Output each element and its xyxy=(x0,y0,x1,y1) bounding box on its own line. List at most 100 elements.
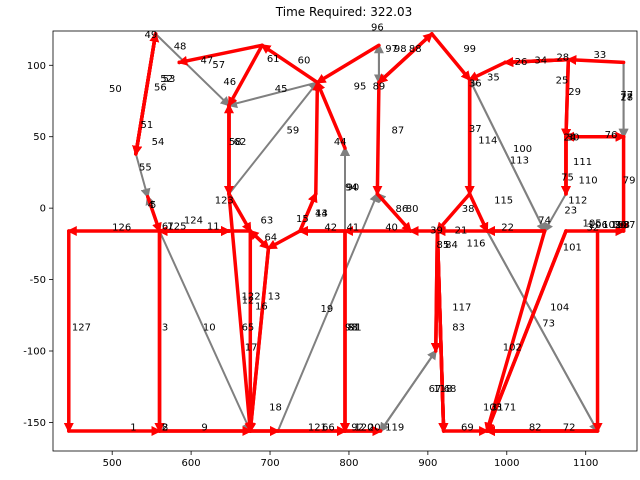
edge-label-123: 123 xyxy=(215,196,234,207)
edge-label-102: 102 xyxy=(503,343,522,354)
edge-label-45: 45 xyxy=(275,84,288,95)
edge-label-114: 114 xyxy=(478,136,497,147)
plot-frame xyxy=(52,30,638,452)
edge-label-96: 96 xyxy=(371,23,384,34)
route-edge-65 xyxy=(227,192,255,433)
edge-label-40: 40 xyxy=(385,223,398,234)
x-tick-label: 1100 xyxy=(573,458,598,469)
connector-edge-59 xyxy=(227,80,319,195)
route-edge-60 xyxy=(260,43,320,85)
edge-label-34: 34 xyxy=(534,56,547,67)
route-edge-33 xyxy=(566,54,626,65)
edge-label-67: 67 xyxy=(429,384,442,395)
edge-label-37: 37 xyxy=(469,124,482,135)
route-edge-99 xyxy=(430,32,472,82)
edge-label-32: 32 xyxy=(586,223,599,234)
edge-label-5: 5 xyxy=(150,200,156,211)
edge-label-61: 61 xyxy=(267,54,280,65)
route-edge-47 xyxy=(177,43,264,66)
connector-edge-19 xyxy=(276,192,379,432)
route-edge-61 xyxy=(227,43,264,108)
edge-label-1: 1 xyxy=(130,423,136,434)
edge-label-6: 6 xyxy=(162,221,168,232)
edge-label-26: 26 xyxy=(515,57,528,68)
edge-label-110: 110 xyxy=(579,176,598,187)
edge-label-100: 100 xyxy=(513,144,532,155)
route-edge-118 xyxy=(430,229,441,353)
route-edge-34 xyxy=(503,57,571,68)
edge-label-14: 14 xyxy=(315,208,328,219)
edge-label-104: 104 xyxy=(550,303,569,314)
x-tick-label: 500 xyxy=(103,458,122,469)
edge-label-11: 11 xyxy=(207,221,220,232)
edge-label-98: 98 xyxy=(394,44,407,55)
edge-label-103: 103 xyxy=(483,403,502,414)
edge-label-69: 69 xyxy=(461,423,474,434)
edge-label-76: 76 xyxy=(605,130,618,141)
edge-label-115: 115 xyxy=(494,196,513,207)
edge-label-50: 50 xyxy=(109,84,122,95)
edge-label-12: 12 xyxy=(242,296,255,307)
connector-edge-48 xyxy=(154,32,231,107)
edge-label-89: 89 xyxy=(373,81,386,92)
chart-title: Time Required: 322.03 xyxy=(275,5,412,19)
route-edge-122 xyxy=(246,246,271,433)
x-tick-label: 600 xyxy=(182,458,201,469)
edge-label-48: 48 xyxy=(174,41,187,52)
edge-label-71: 71 xyxy=(504,403,517,414)
route-edge-64 xyxy=(248,229,271,250)
route-edge-96 xyxy=(315,43,381,85)
y-tick-label: -50 xyxy=(30,275,46,286)
edge-label-101: 101 xyxy=(563,243,582,254)
edge-label-33: 33 xyxy=(594,50,607,61)
route-edge-35 xyxy=(467,60,507,82)
edge-label-126: 126 xyxy=(112,223,131,234)
edge-label-84: 84 xyxy=(445,240,458,251)
edge-label-85: 85 xyxy=(436,240,449,251)
edge-label-22: 22 xyxy=(501,223,514,234)
edge-label-58: 58 xyxy=(229,137,242,148)
edge-label-119: 119 xyxy=(385,423,404,434)
edge-label-54: 54 xyxy=(152,137,165,148)
edge-label-117: 117 xyxy=(452,303,471,314)
edge-label-122: 122 xyxy=(242,291,261,302)
edge-label-97: 97 xyxy=(385,44,398,55)
route-edge-13 xyxy=(266,229,302,250)
edge-label-118: 118 xyxy=(433,384,452,395)
route-edge-5 xyxy=(145,194,162,233)
route-edge-86 xyxy=(375,192,413,233)
edge-label-51: 51 xyxy=(141,120,154,131)
edge-label-75: 75 xyxy=(561,173,574,184)
route-edge-87 xyxy=(372,80,383,196)
edge-label-18: 18 xyxy=(269,403,282,414)
edge-label-20: 20 xyxy=(368,423,381,434)
edge-label-21: 21 xyxy=(455,226,468,237)
edge-label-94: 94 xyxy=(345,183,358,194)
edge-label-47: 47 xyxy=(201,56,214,67)
route-edge-29 xyxy=(561,57,572,139)
connector-edge-73 xyxy=(486,230,599,433)
edge-label-66: 66 xyxy=(322,423,335,434)
route-edge-38 xyxy=(435,192,472,233)
route-edge-43 xyxy=(298,192,318,233)
route-edge-102 xyxy=(484,229,547,433)
route-edge-98 xyxy=(377,32,434,85)
edge-label-13: 13 xyxy=(268,291,281,302)
edge-label-83: 83 xyxy=(452,323,465,334)
edge-label-31: 31 xyxy=(491,403,504,414)
edge-label-106: 106 xyxy=(589,220,608,231)
edge-label-23: 23 xyxy=(564,206,577,217)
route-edge-104 xyxy=(485,229,568,433)
edge-label-52: 52 xyxy=(160,74,173,85)
edge-label-55: 55 xyxy=(139,163,152,174)
connector-edge-55 xyxy=(134,152,151,199)
edge-label-124: 124 xyxy=(184,216,203,227)
x-tick-label: 1000 xyxy=(494,458,519,469)
edge-label-111: 111 xyxy=(573,157,592,168)
edge-label-16: 16 xyxy=(255,301,268,312)
edge-label-79: 79 xyxy=(623,176,636,187)
edge-label-62: 62 xyxy=(234,137,247,148)
edge-label-64: 64 xyxy=(264,233,277,244)
connector-edge-113 xyxy=(468,77,546,232)
